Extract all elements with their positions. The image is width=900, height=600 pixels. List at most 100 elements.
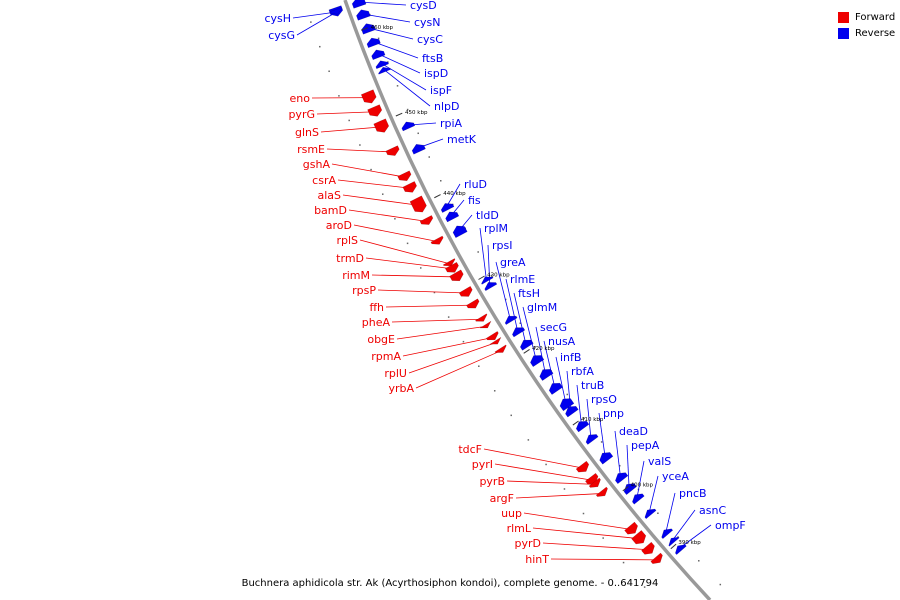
tick-dot [677,536,679,538]
tick-dot [348,119,350,122]
gene-arrow-gsha [397,170,412,182]
gene-label-rlud: rluD [464,178,487,191]
gene-arrow-ftsb [366,37,381,49]
tick-dot [406,108,409,111]
label-line-pyrg [316,111,376,115]
gene-arrow-ispd [371,49,386,61]
gene-arrow-rimm [449,269,464,282]
tick-dot [510,414,512,417]
gene-label-trub: truB [581,379,604,392]
gene-label-ompf: ompF [715,519,746,532]
tick-dot [698,560,700,562]
label-line-argf [515,493,604,499]
gene-arrow-tdcf [575,460,590,473]
gene-label-pyrg: pyrG [288,108,315,121]
gene-arrow-alas [409,195,427,213]
gene-label-nusa: nusA [548,335,576,348]
label-line-ompf [679,524,712,549]
label-line-pyri [494,463,593,481]
gene-arrow-phea [475,313,488,322]
scale-tick [434,194,441,199]
map-caption: Buchnera aphidicola str. Ak (Acyrthosiph… [241,578,659,589]
gene-arrow-pncb [661,528,674,540]
tick-dot [419,267,422,269]
tick-dot [643,586,646,588]
gene-arrow-obge [479,320,492,329]
label-line-csra [337,179,411,189]
legend-forward: Forward [838,9,895,25]
label-line-pnp [598,412,606,457]
gene-label-cysh: cysH [264,12,291,25]
label-line-yrba [415,350,502,389]
scale-tick-label: 430 kbp [487,272,510,278]
label-line-rimm [371,274,458,278]
gene-label-rpma: rpmA [371,350,401,363]
gene-label-rlme: rlmE [510,273,535,286]
gene-label-rpso: rpsO [591,393,617,406]
gene-arrow-tldd [452,225,468,239]
gene-arrow-asnc [668,536,680,547]
gene-label-rlml: rlmL [507,522,532,535]
gene-label-eno: eno [290,92,311,105]
gene-arrow-pepa [623,483,637,496]
gene-arrow-rpso [585,434,599,445]
gene-arrow-rpsp [458,285,473,297]
gene-arrow-rpls [442,258,456,267]
label-line-trmd [365,257,453,270]
gene-label-rpls: rplS [336,234,358,247]
gene-label-metk: metK [447,133,477,146]
label-line-rlml [532,527,640,540]
tick-dot [328,70,330,73]
gene-label-argf: argF [490,492,514,505]
gene-label-nlpd: nlpD [434,100,459,113]
gene-arrow-metk [411,144,426,155]
gene-label-obge: obgE [367,333,395,346]
label-line-rlud [446,183,461,207]
gene-arrow-arod [430,235,444,245]
label-line-ycea [648,475,659,513]
gene-arrow-ispf [375,60,390,70]
gene-label-pyri: pyrI [472,458,493,471]
gene-arrow-rlud [440,203,455,213]
gene-label-ftsb: ftsB [422,52,443,65]
gene-arrow-rpia [401,121,416,132]
label-line-rpma [402,336,494,357]
scale-tick-label: 400 kbp [631,483,654,489]
tick-dot [602,537,604,539]
gene-arrow-rplm [481,276,494,285]
label-line-nlpd [383,69,431,107]
label-line-cysg [296,11,337,36]
gene-arrow-uup [624,521,638,535]
label-line-cysn [362,13,411,23]
label-line-ispd [377,53,421,74]
gene-label-rimm: rimM [342,269,370,282]
label-line-cysd [358,1,407,6]
tick-dot [519,322,521,324]
gene-label-grea: greA [500,256,526,269]
gene-label-pyrd: pyrD [515,537,542,550]
gene-label-rsme: rsmE [297,143,325,156]
scale-tick [361,27,368,31]
tick-dot [566,393,569,396]
label-line-phea [391,318,483,323]
gene-label-pnp: pnp [603,407,624,420]
tick-dot [618,464,621,467]
label-line-hint [550,558,658,561]
gene-label-cysn: cysN [414,16,441,29]
label-line-asnc [672,509,696,541]
tick-dot [583,417,585,419]
gene-arrow-ftsh [519,339,534,351]
label-line-rsme [326,148,394,153]
gene-label-cysg: cysG [268,29,295,42]
tick-dot [370,168,372,171]
label-line-glmm [522,306,537,360]
label-line-obge [396,325,487,340]
gene-arrow-glns [373,118,390,133]
gene-label-pncb: pncB [679,487,707,500]
gene-label-ispf: ispF [430,84,452,97]
tick-dot [359,144,361,146]
tick-dot [396,85,399,87]
legend-reverse: Reverse [838,25,895,41]
label-line-trub [576,384,582,425]
